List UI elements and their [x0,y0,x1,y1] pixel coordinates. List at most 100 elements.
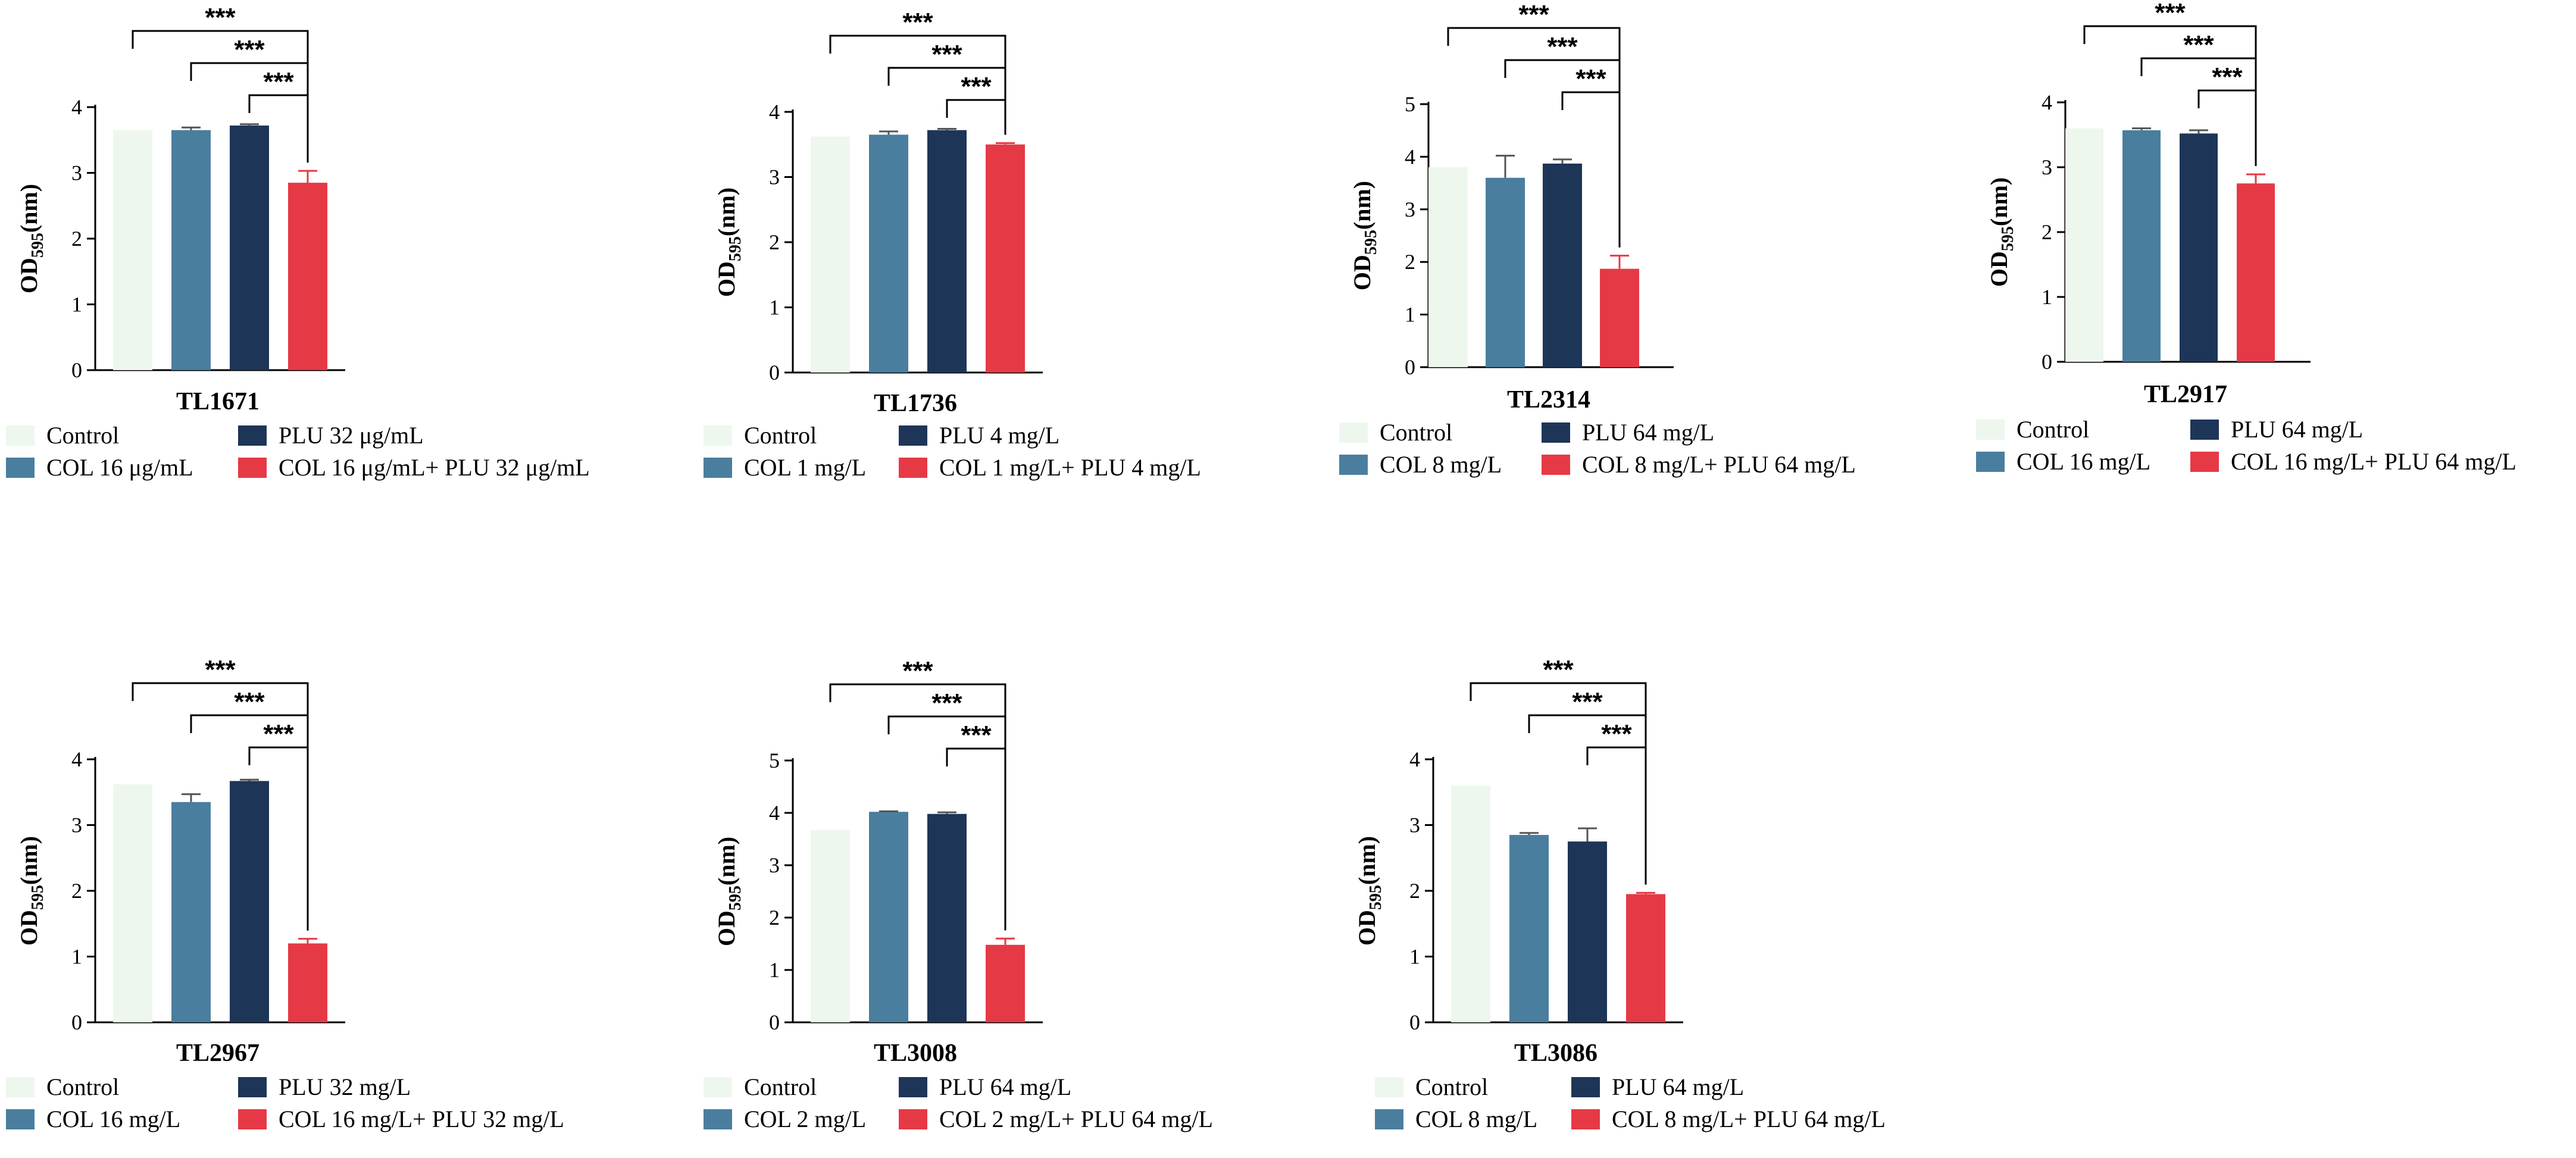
bar-2 [2122,130,2161,362]
chart-panel-tl1736: 0 1 2 3 4 OD595(nm) *** *** *** TL1736 Control COL … [704,8,1201,481]
legend-label-2: COL 16 mg/L [2017,448,2150,475]
y-tick-label: 3 [1405,198,1415,221]
legend-label-4: COL 2 mg/L+ PLU 64 mg/L [939,1106,1213,1132]
chart-panel-tl3086: 0 1 2 3 4 OD595(nm) *** *** *** TL3086 Control COL … [1353,655,1886,1132]
y-tick-label: 4 [1409,747,1420,771]
bar-3 [1568,841,1607,1022]
chart-title: TL1736 [874,390,957,417]
bar-4 [2237,183,2275,362]
bar-3 [1543,163,1582,367]
legend-swatch-4 [238,458,267,478]
significance-bracket-3 [946,747,1006,931]
significance-bracket-3 [2197,89,2257,166]
y-axis-label-subscript: 595 [1367,885,1385,910]
legend-swatch-1 [1339,422,1368,443]
y-tick-label: 2 [1409,879,1420,903]
bar-3 [2180,133,2218,362]
y-axis-label-unit: (nm) [713,837,740,885]
legend-label-2: COL 16 μg/mL [46,454,193,481]
y-axis-label: OD595(nm) [1986,177,2017,287]
y-axis-label: OD595(nm) [15,836,47,946]
significance-stars-3: *** [961,72,992,101]
legend-swatch-3 [899,1077,927,1097]
y-tick-label: 3 [1409,813,1420,837]
legend-label-3: PLU 64 mg/L [939,1074,1071,1100]
legend-label-2: COL 8 mg/L [1415,1106,1537,1132]
significance-stars-1: *** [2155,0,2186,27]
significance-stars-2: *** [2183,30,2214,60]
y-tick-label: 2 [71,879,82,903]
significance-stars-3: *** [263,719,294,749]
bar-2 [869,134,908,373]
y-axis-label-main: OD [15,910,42,946]
y-tick-label: 4 [1405,145,1415,168]
y-axis-label-subscript: 595 [726,236,745,261]
legend-swatch-2 [1976,452,2005,472]
bar-3 [927,130,967,373]
bar-4 [288,943,327,1022]
significance-stars-3: *** [2212,62,2243,92]
significance-stars-1: *** [902,8,933,37]
legend-label-4: COL 16 mg/L+ PLU 32 mg/L [279,1106,564,1132]
y-tick-label: 3 [71,813,82,837]
bar-2 [171,802,211,1022]
significance-stars-2: *** [1547,32,1578,61]
y-tick-label: 4 [2042,90,2052,114]
significance-stars-2: *** [1572,687,1603,716]
legend-label-4: COL 8 mg/L+ PLU 64 mg/L [1582,451,1856,478]
legend-label-3: PLU 32 mg/L [279,1074,411,1100]
bar-1 [811,830,850,1022]
bar-2 [869,812,908,1022]
significance-bracket-1 [132,30,309,163]
legend-swatch-4 [899,458,927,478]
significance-bracket-3 [946,99,1006,135]
y-tick-label: 3 [2042,155,2052,179]
chart-title: TL2917 [2144,381,2227,408]
significance-bracket-1 [2083,25,2257,166]
significance-stars-1: *** [205,3,236,32]
chart-title: TL3008 [874,1040,957,1067]
y-tick-label: 3 [71,161,82,185]
bar-1 [113,130,152,371]
bar-1 [2065,128,2103,362]
chart-panel-tl2917: 01234OD595(nm)*********TL2917ControlCOL … [1976,0,2516,475]
chart-title: TL1671 [176,388,260,415]
y-tick-label: 1 [1409,945,1420,969]
significance-stars-3: *** [263,67,294,96]
y-axis-label-main: OD [1986,251,2012,287]
significance-stars-2: *** [931,688,962,718]
legend-label-2: COL 16 mg/L [46,1106,180,1132]
y-tick-label: 2 [71,227,82,251]
bar-2 [1486,177,1525,367]
y-axis-label-main: OD [713,261,740,297]
y-axis-label-subscript: 595 [29,885,47,910]
legend-swatch-3 [899,425,927,446]
legend-swatch-2 [6,458,35,478]
chart-panel-tl3008: 012345OD595(nm)*********TL3008ControlCOL… [704,656,1213,1132]
y-axis-label: OD595(nm) [15,184,47,293]
bar-2 [1509,835,1549,1022]
y-tick-label: 0 [71,358,82,382]
legend-swatch-4 [2190,452,2219,472]
bar-2 [171,130,211,371]
legend-label-1: Control [1415,1074,1488,1100]
significance-bracket-1 [1470,682,1647,885]
y-tick-label: 0 [1409,1010,1420,1034]
y-tick-label: 0 [769,361,780,384]
y-tick-label: 4 [71,747,82,771]
y-axis-label: OD595(nm) [713,187,745,297]
legend-swatch-4 [899,1109,927,1129]
y-tick-label: 0 [769,1010,780,1034]
legend-swatch-2 [1339,455,1368,475]
y-axis-label-subscript: 595 [29,233,47,258]
y-axis-label-main: OD [15,258,42,293]
legend-label-1: Control [46,422,119,449]
legend-swatch-1 [6,425,35,446]
legend-swatch-2 [704,458,732,478]
significance-bracket-3 [248,746,309,931]
significance-stars-1: *** [902,656,933,686]
legend-swatch-1 [1375,1077,1403,1097]
y-axis-label-unit: (nm) [1353,836,1380,885]
legend-label-3: PLU 64 mg/L [1612,1074,1744,1100]
bar-4 [986,144,1025,373]
